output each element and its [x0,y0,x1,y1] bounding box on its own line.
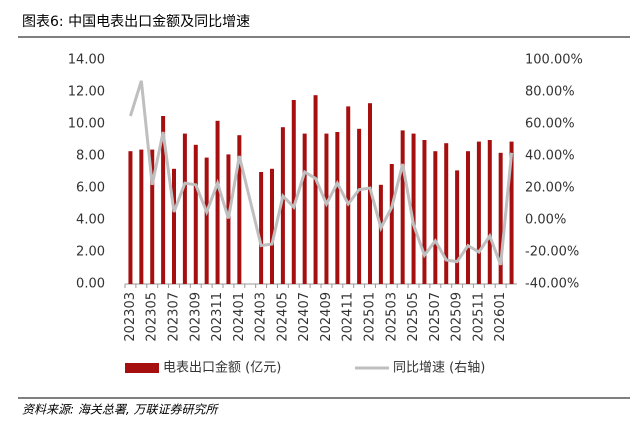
x-tick-label: 202501 [363,292,378,342]
source-note: 资料来源: 海关总署, 万联证券研究所 [22,403,219,417]
y2-tick-label: 100.00% [525,53,583,68]
bar [161,116,166,284]
bar [455,170,460,284]
x-tick-label: 202307 [167,292,182,342]
bar [204,157,209,284]
bar [433,151,438,284]
bar [346,106,351,285]
y2-tick-label: 40.00% [525,149,575,164]
y2-tick-label: 80.00% [525,85,575,100]
bar [422,140,427,284]
x-tick-label: 202403 [254,292,269,342]
bar [335,132,340,284]
bar [302,133,307,284]
bar [182,133,187,284]
y-tick-label: 14.00 [68,53,105,68]
y-tick-label: 4.00 [76,213,105,228]
x-tick-label: 202309 [188,292,203,342]
bar [324,133,329,284]
x-tick-label: 202507 [428,292,443,342]
bar [291,100,296,284]
chart-title: 图表6: 中国电表出口金额及同比增速 [22,14,250,30]
y2-tick-label: -40.00% [525,277,579,292]
x-tick-label: 202303 [123,292,138,342]
bar [357,128,362,284]
bar [270,168,274,284]
y-tick-label: 6.00 [76,181,105,196]
bar [150,149,155,284]
bar [215,120,220,284]
x-tick-label: 202411 [341,292,356,342]
y-tick-label: 0.00 [76,277,105,292]
y2-tick-label: 0.00% [525,213,566,228]
bar [280,127,285,284]
x-tick-label: 202503 [384,292,399,342]
bar [378,184,383,284]
y-tick-label: 2.00 [76,245,105,260]
y-tick-label: 12.00 [68,85,105,100]
y2-tick-label: 20.00% [525,181,575,196]
x-tick-label: 202311 [210,292,225,342]
x-tick-label: 202511 [471,292,486,342]
bar [259,172,264,284]
bar [128,151,133,284]
bar [172,168,176,284]
bar [226,154,231,284]
bar [509,141,514,284]
legend-swatch [125,363,159,373]
bar [313,95,318,284]
legend-label: 同比增速 (右轴) [393,361,485,376]
bar [193,144,198,284]
x-tick-label: 202509 [450,292,465,342]
x-tick-label: 202305 [145,292,160,342]
bar [400,130,405,284]
bar [487,140,492,284]
x-tick-label: 202405 [275,292,290,342]
line [129,80,514,266]
y2-tick-label: 60.00% [525,117,575,132]
bar [139,149,144,284]
bar [476,141,481,284]
bar [411,133,416,284]
bar [444,143,449,284]
bar [466,151,470,284]
x-tick-label: 202401 [232,292,247,342]
legend-label: 电表出口金额 (亿元) [163,360,281,376]
bar [498,152,503,284]
y-tick-label: 8.00 [76,149,105,164]
x-tick-label: 202409 [319,292,334,342]
x-tick-label: 202407 [297,292,312,342]
bar [389,164,394,284]
x-tick-label: 202505 [406,292,421,342]
bar [237,135,242,284]
x-tick-label: 202601 [493,292,508,342]
y2-tick-label: -20.00% [525,245,579,260]
y-tick-label: 10.00 [68,117,105,132]
